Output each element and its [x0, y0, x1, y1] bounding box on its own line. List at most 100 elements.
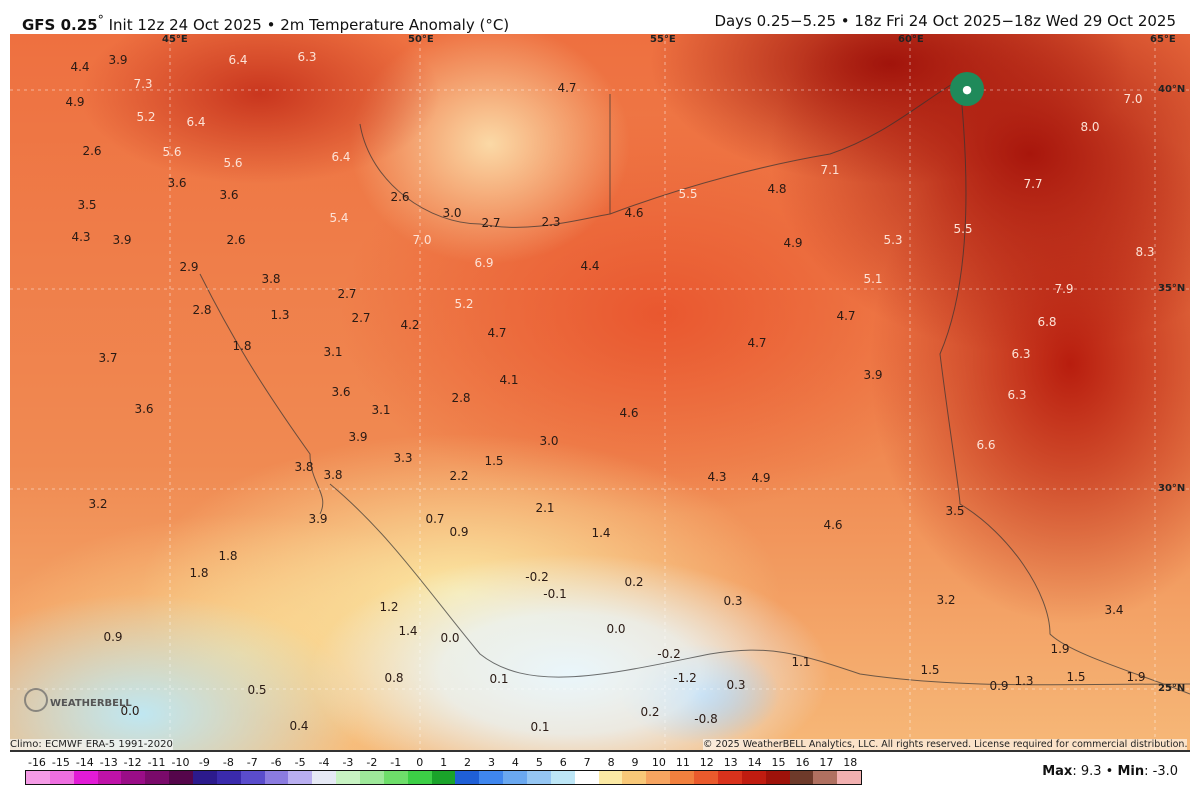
map-title: GFS 0.25° Init 12z 24 Oct 2025 • 2m Temp…	[22, 12, 509, 34]
anomaly-value: 3.9	[863, 368, 883, 382]
lon-label: 60°E	[898, 34, 924, 45]
anomaly-value: 3.1	[371, 403, 391, 417]
anomaly-value: 2.6	[226, 233, 246, 247]
min-value: : -3.0	[1144, 764, 1178, 779]
lon-label: 55°E	[650, 34, 676, 45]
anomaly-value: 2.3	[541, 215, 561, 229]
anomaly-value: 7.3	[133, 77, 153, 91]
anomaly-value: 3.9	[108, 53, 128, 67]
anomaly-value: 1.3	[270, 308, 290, 322]
lon-label: 45°E	[162, 34, 188, 45]
colorbar-tick: 13	[723, 756, 738, 769]
anomaly-value: 6.6	[976, 438, 996, 452]
anomaly-value: 6.9	[474, 256, 494, 270]
colorbar-swatch	[598, 771, 623, 784]
colorbar-swatch	[813, 771, 838, 784]
anomaly-value: 2.1	[535, 501, 555, 515]
anomaly-value: 3.8	[323, 468, 343, 482]
anomaly-value: 0.9	[103, 630, 123, 644]
lat-label: 35°N	[1158, 283, 1186, 294]
colorbar-tick: 1	[440, 756, 448, 769]
colorbar-swatch	[360, 771, 384, 784]
anomaly-value: 4.2	[400, 318, 420, 332]
colorbar-tick: 14	[747, 756, 762, 769]
colorbar-swatch	[288, 771, 313, 784]
gulf-coast	[329, 483, 1190, 686]
anomaly-value: 0.3	[726, 678, 746, 692]
colorbar-swatch	[503, 771, 528, 784]
anomaly-value: 3.6	[134, 402, 154, 416]
anomaly-value: 4.8	[767, 182, 787, 196]
colorbar-tick: -1	[390, 756, 402, 769]
anomaly-value: 2.7	[351, 311, 371, 325]
anomaly-value: 5.6	[223, 156, 243, 170]
colorbar-tick: -13	[99, 756, 118, 769]
colorbar-tick: -4	[318, 756, 330, 769]
caspian-coast	[359, 94, 611, 228]
colorbar-swatch	[336, 771, 361, 784]
anomaly-value: 0.0	[120, 704, 140, 718]
colorbar-swatch	[527, 771, 551, 784]
colorbar-tick: -16	[27, 756, 46, 769]
colorbar-swatch	[216, 771, 241, 784]
colorbar-swatch	[479, 771, 504, 784]
anomaly-value: 4.9	[65, 95, 85, 109]
lat-label: 40°N	[1158, 84, 1186, 95]
anomaly-value: 7.7	[1023, 177, 1043, 191]
anomaly-value: 1.3	[1014, 674, 1034, 688]
news-logo: ●	[950, 72, 984, 106]
anomaly-value: 3.9	[112, 233, 132, 247]
anomaly-value: 4.6	[619, 406, 639, 420]
colorbar-swatch	[670, 771, 695, 784]
anomaly-value: 4.7	[836, 309, 856, 323]
anomaly-value: 0.1	[489, 672, 509, 686]
colorbar-tick: -10	[171, 756, 190, 769]
anomaly-value: 2.7	[337, 287, 357, 301]
colorbar-tick: 8	[607, 756, 615, 769]
anomaly-value: 4.3	[707, 470, 727, 484]
colorbar-tick: -12	[123, 756, 142, 769]
colorbar-tick: 4	[511, 756, 519, 769]
colorbar-swatch	[383, 771, 408, 784]
colorbar-tick: 5	[535, 756, 543, 769]
colorbar-swatch	[169, 771, 194, 784]
anomaly-value: 8.0	[1080, 120, 1100, 134]
temperature-anomaly-map: 45°E 50°E 55°E 60°E 65°E 40°N 35°N 30°N …	[10, 34, 1190, 752]
colorbar-swatch	[312, 771, 337, 784]
anomaly-value: 3.4	[1104, 603, 1124, 617]
anomaly-value: 5.6	[162, 145, 182, 159]
colorbar-tick: -6	[270, 756, 282, 769]
colorbar-tick: 3	[487, 756, 495, 769]
colorbar-tick: 6	[559, 756, 567, 769]
anomaly-value: 3.6	[219, 188, 239, 202]
colorbar-tick: 2	[464, 756, 472, 769]
colorbar-swatch	[264, 771, 289, 784]
anomaly-value: 3.2	[936, 593, 956, 607]
colorbar-swatch	[646, 771, 671, 784]
min-label: Min	[1117, 764, 1145, 779]
colorbar-tick: 18	[843, 756, 858, 769]
anomaly-value: 4.9	[783, 236, 803, 250]
colorbar-tick: -15	[51, 756, 70, 769]
anomaly-value: 3.6	[331, 385, 351, 399]
anomaly-value: 4.4	[580, 259, 600, 273]
anomaly-value: 0.3	[723, 594, 743, 608]
borders-layer	[10, 34, 1190, 750]
colorbar-tick: -5	[294, 756, 306, 769]
anomaly-value: 7.1	[820, 163, 840, 177]
max-label: Max	[1042, 764, 1073, 779]
anomaly-value: 7.0	[1123, 92, 1143, 106]
anomaly-value: 0.9	[989, 679, 1009, 693]
anomaly-value: 0.1	[530, 720, 550, 734]
anomaly-value: 3.1	[323, 345, 343, 359]
anomaly-value: -0.8	[694, 712, 718, 726]
anomaly-value: 3.5	[77, 198, 97, 212]
anomaly-value: 1.1	[791, 655, 811, 669]
anomaly-value: 1.5	[484, 454, 504, 468]
anomaly-value: 1.9	[1126, 670, 1146, 684]
anomaly-value: 4.6	[823, 518, 843, 532]
anomaly-value: 1.5	[1066, 670, 1086, 684]
anomaly-value: 4.7	[747, 336, 767, 350]
lat-label: 25°N	[1158, 683, 1186, 694]
colorbar-swatch	[550, 771, 575, 784]
